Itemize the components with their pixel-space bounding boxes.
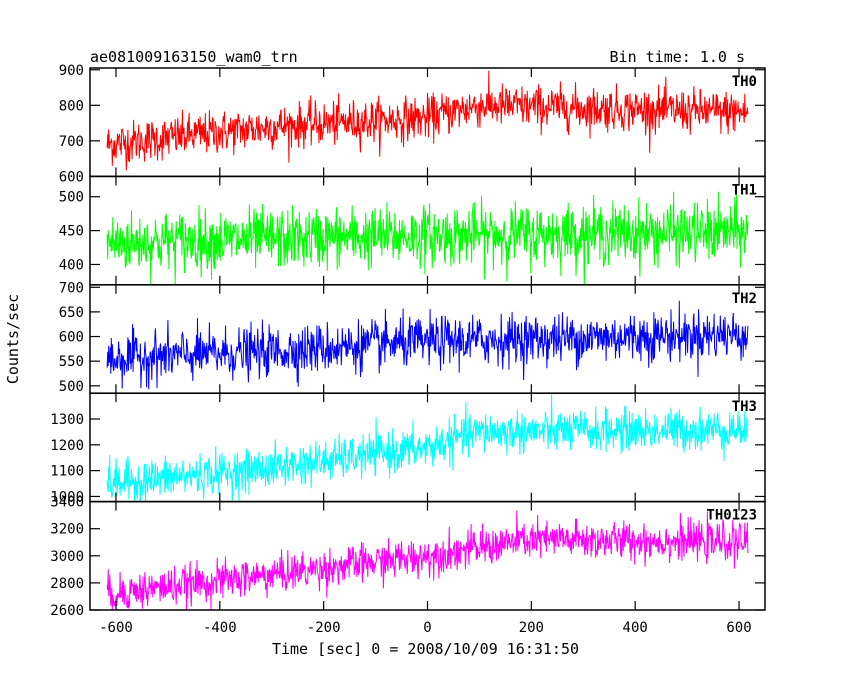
chart-subtitle: Bin time: 1.0 s xyxy=(610,48,745,66)
x-tick-label: 0 xyxy=(423,620,431,636)
y-tick-label: 650 xyxy=(59,305,84,321)
y-tick-label: 900 xyxy=(59,63,84,79)
y-tick-label: 500 xyxy=(59,190,84,206)
y-tick-label: 400 xyxy=(59,257,84,273)
series-th3 xyxy=(106,394,749,502)
y-tick-label: 1100 xyxy=(50,464,84,480)
x-tick-label: -600 xyxy=(99,620,133,636)
y-tick-label: 2600 xyxy=(50,603,84,619)
panel-th1: 400 450 500 TH1 xyxy=(59,175,766,286)
panel-label: TH2 xyxy=(732,291,757,307)
y-tick-label: 700 xyxy=(59,280,84,296)
y-tick-label: 550 xyxy=(59,354,84,370)
panel-th0: 600 700 800 900 TH0 xyxy=(59,63,766,185)
panel-frame xyxy=(89,67,766,178)
panel-th2: 500 550 600 650 700 TH2 xyxy=(59,280,766,395)
y-tick-label: 3200 xyxy=(50,522,84,538)
x-tick-label: 600 xyxy=(726,620,751,636)
panel-th3: 1000 1100 1200 1300 TH3 xyxy=(50,392,766,505)
y-tick-label: 3000 xyxy=(50,549,84,565)
panel-label: TH0123 xyxy=(706,508,757,524)
y-tick-label: 600 xyxy=(59,169,84,185)
y-tick-label: 2800 xyxy=(50,576,84,592)
series-th2 xyxy=(106,300,749,390)
x-axis: -600 -400 -200 0 200 400 600 xyxy=(99,620,752,636)
y-axis-label: Counts/sec xyxy=(4,294,22,384)
y-tick-label: 500 xyxy=(59,379,84,395)
x-tick-label: -200 xyxy=(307,620,341,636)
chart-title: ae081009163150_wam0_trn xyxy=(90,48,298,66)
panel-label: TH0 xyxy=(732,74,757,90)
x-axis-label: Time [sec] 0 = 2008/10/09 16:31:50 xyxy=(272,640,579,658)
y-tick-label: 1300 xyxy=(50,412,84,428)
y-tick-label: 600 xyxy=(59,330,84,346)
y-tick-label: 1000 xyxy=(50,489,84,505)
panel-label: TH3 xyxy=(732,399,757,415)
y-tick-label: 800 xyxy=(59,98,84,114)
panel-label: TH1 xyxy=(732,182,757,198)
panel-th0123: 2600 2800 3000 3200 3400 TH0123 xyxy=(50,495,766,619)
x-tick-label: -400 xyxy=(203,620,237,636)
y-tick-label: 700 xyxy=(59,134,84,150)
panels: 600 700 800 900 TH0 400 450 500 TH1 500 550 600 650 7… xyxy=(50,63,766,619)
series-th1 xyxy=(106,191,749,285)
series-th0123 xyxy=(106,510,749,611)
y-tick-label: 450 xyxy=(59,224,84,240)
y-tick-label: 1200 xyxy=(50,438,84,454)
series-th0 xyxy=(106,70,749,171)
y-tick-label: 3400 xyxy=(50,495,84,511)
x-tick-label: 200 xyxy=(519,620,544,636)
x-tick-label: 400 xyxy=(623,620,648,636)
